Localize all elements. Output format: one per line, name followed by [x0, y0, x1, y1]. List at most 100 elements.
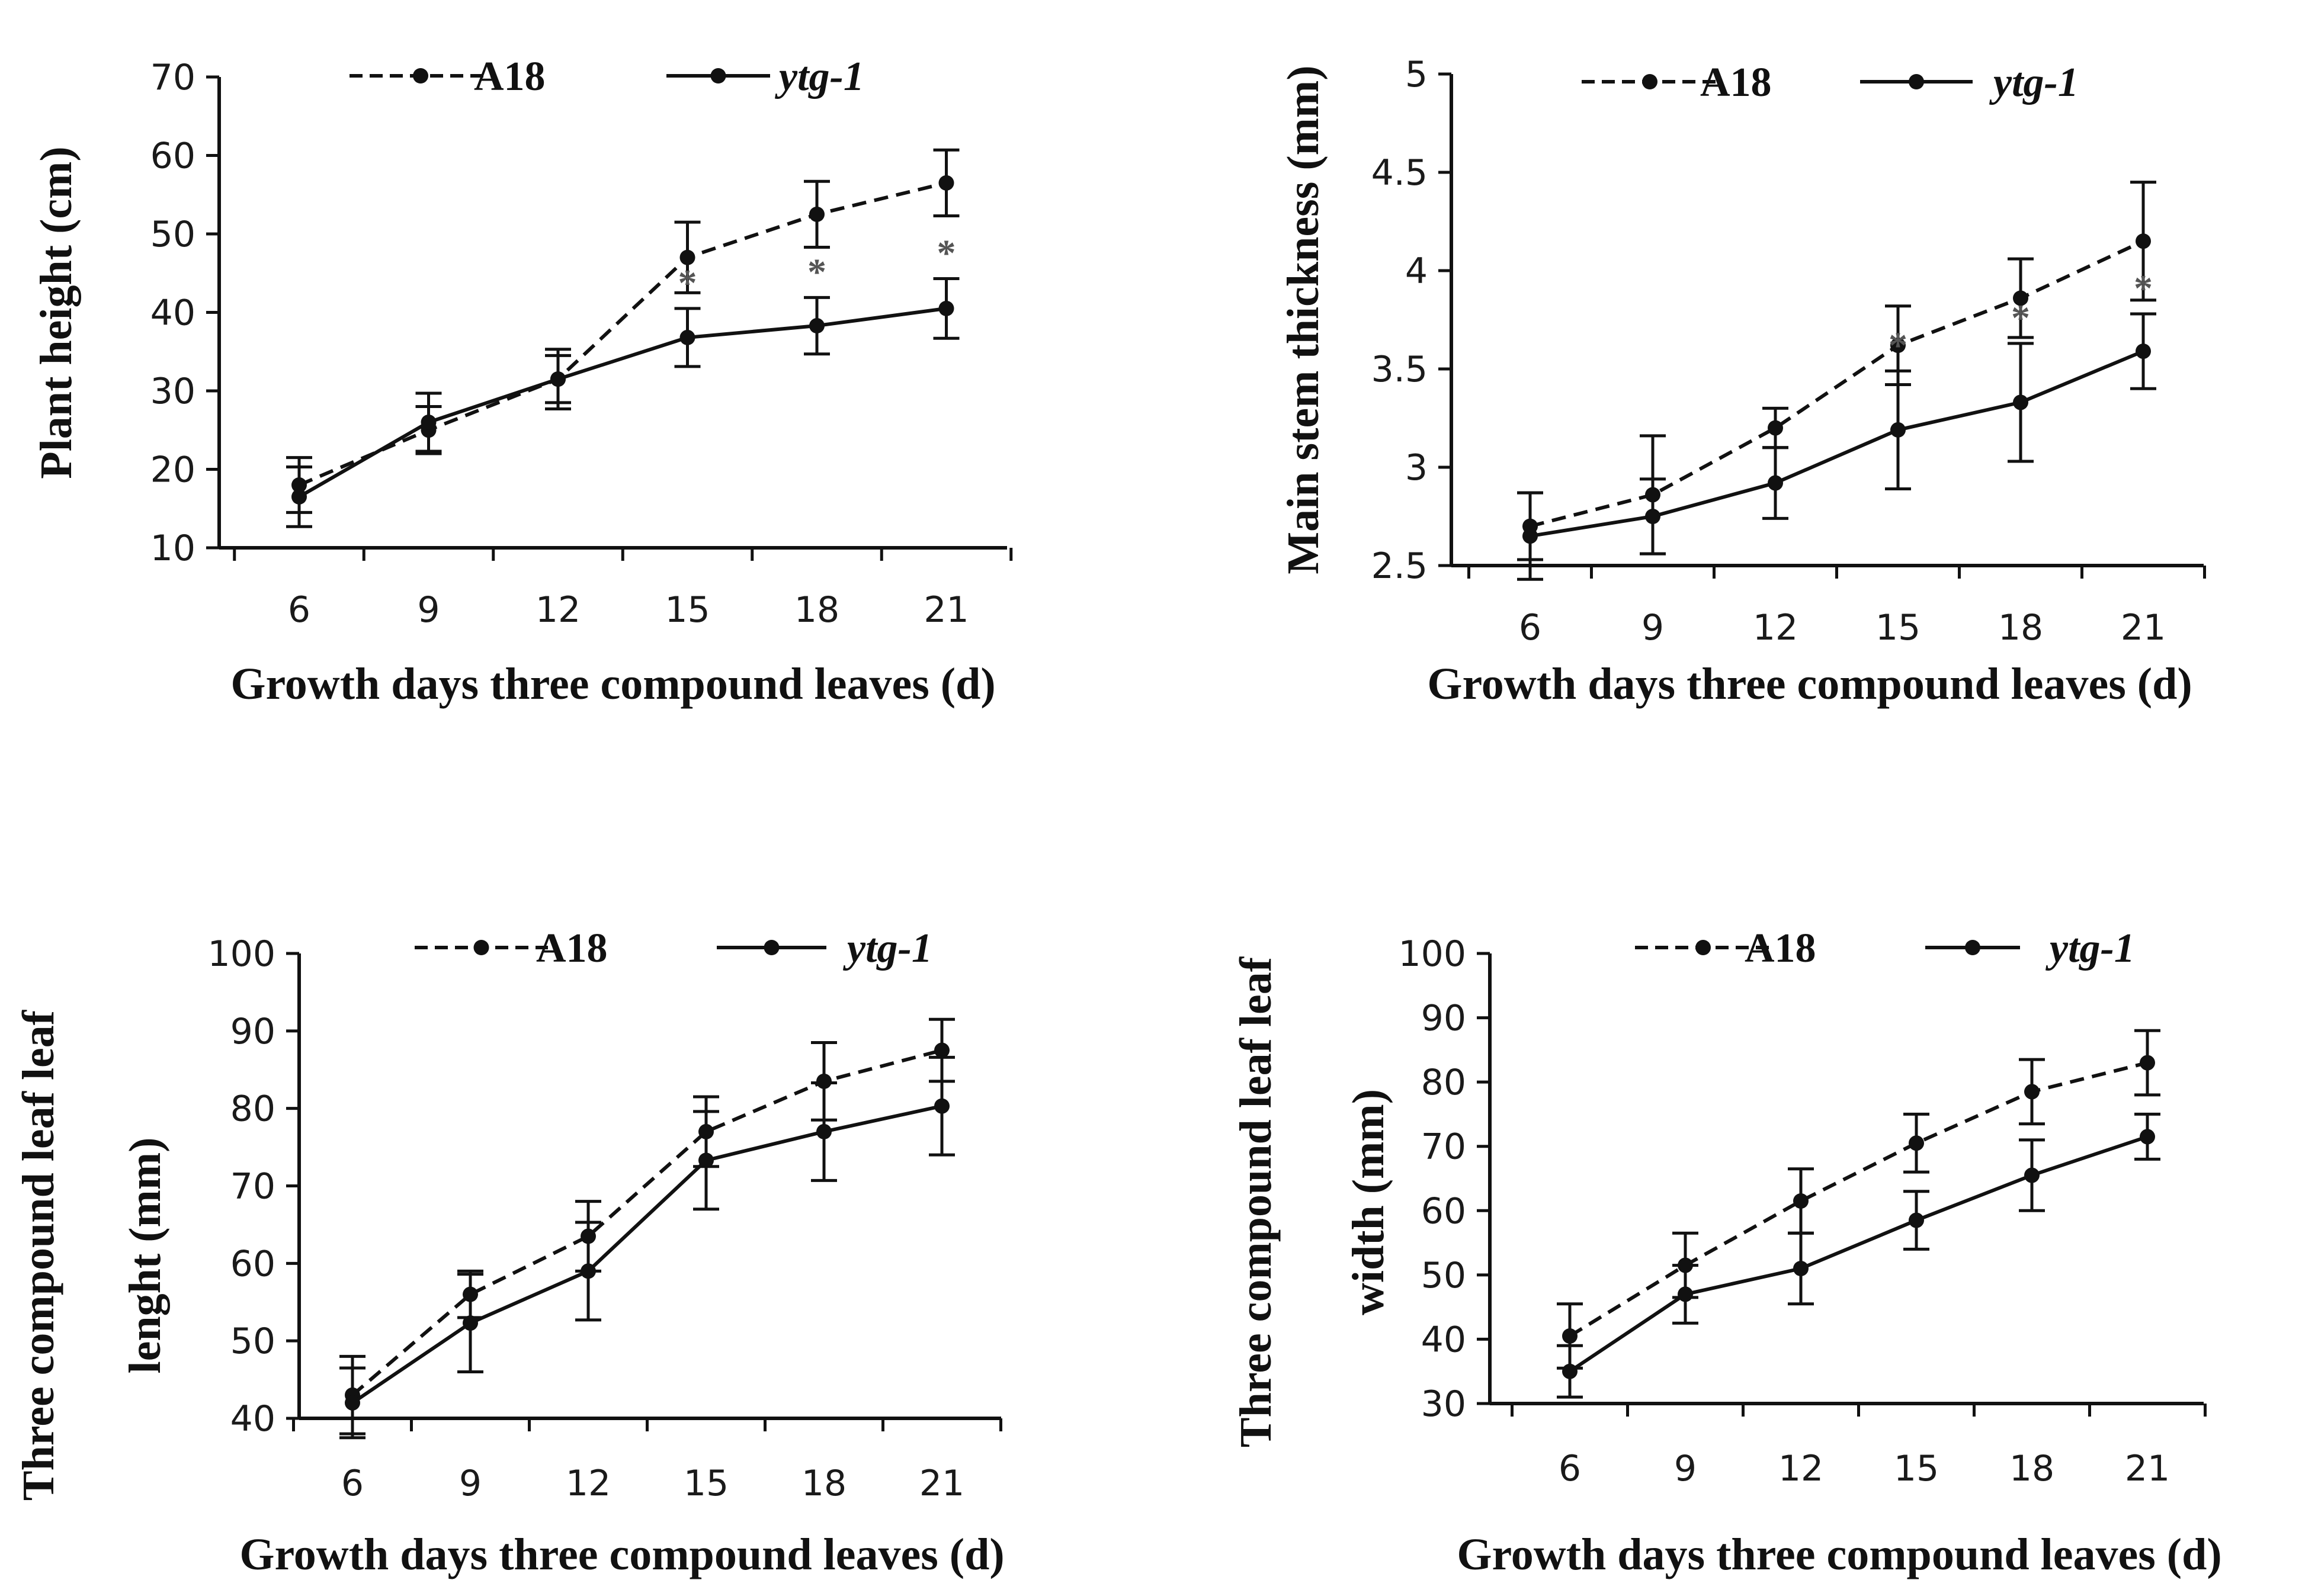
y-axis-title: Three compound leaf leaf — [14, 1009, 63, 1501]
y-tick-label: 60 — [230, 1243, 275, 1284]
y-tick-label: 30 — [1421, 1383, 1466, 1425]
series-ytg-1 — [339, 1055, 955, 1440]
series-line — [1530, 239, 2144, 528]
data-point — [1768, 475, 1783, 491]
x-tick-label: 9 — [459, 1463, 482, 1504]
y-tick-label: 4.5 — [1371, 152, 1428, 194]
data-point — [1562, 1328, 1578, 1344]
x-axis-title: Growth days three compound leaves (d) — [1457, 1530, 2221, 1579]
legend-label-ytg-1: ytg-1 — [2045, 926, 2135, 971]
x-tick-label: 12 — [536, 589, 581, 631]
x-tick-label: 15 — [665, 589, 710, 631]
x-tick-label: 18 — [1998, 607, 2043, 648]
y-tick-label: 100 — [207, 933, 275, 975]
legend-label-a18: A18 — [1745, 926, 1816, 971]
data-point — [1562, 1363, 1578, 1379]
y-tick-label: 4 — [1405, 251, 1428, 292]
y-tick-label: 30 — [150, 371, 195, 412]
legend-marker — [1909, 74, 1924, 89]
data-point — [1909, 1135, 1924, 1151]
data-point — [2136, 233, 2151, 249]
legend-label-a18: A18 — [474, 54, 546, 99]
data-point — [698, 1152, 714, 1168]
x-tick-label: 18 — [801, 1463, 847, 1504]
y-tick-label: 70 — [150, 57, 195, 98]
series-a18 — [339, 1017, 955, 1436]
data-point — [679, 329, 695, 345]
data-point — [1793, 1193, 1809, 1209]
x-tick-label: 6 — [1519, 607, 1541, 648]
data-point — [938, 175, 954, 191]
legend-marker — [1642, 74, 1657, 89]
y-axis-title: Three compound leaf leaf — [1231, 956, 1281, 1447]
x-tick-label: 21 — [2121, 607, 2166, 648]
x-tick-label: 6 — [288, 589, 310, 631]
y-tick-label: 2.5 — [1371, 545, 1428, 587]
data-point — [816, 1123, 832, 1139]
x-tick-label: 15 — [1875, 607, 1921, 648]
significance-mark: * — [678, 262, 697, 304]
data-point — [1909, 1212, 1924, 1228]
data-point — [2140, 1055, 2155, 1071]
x-tick-label: 15 — [684, 1463, 729, 1504]
series-ytg-1 — [1517, 312, 2156, 581]
y-axis-title: Plant height (cm) — [31, 146, 81, 479]
y-tick-label: 100 — [1398, 933, 1466, 975]
data-point — [934, 1098, 950, 1114]
y-tick-label: 5 — [1405, 54, 1428, 95]
y-tick-label: 10 — [150, 528, 195, 569]
y-axis-title: width (mm) — [1344, 1089, 1393, 1315]
x-tick-label: 21 — [924, 589, 969, 631]
y-tick-label: 60 — [1421, 1190, 1466, 1232]
x-tick-label: 21 — [919, 1463, 964, 1504]
data-point — [463, 1315, 478, 1331]
data-point — [2136, 343, 2151, 359]
y-tick-label: 3 — [1405, 447, 1428, 489]
legend-marker — [710, 68, 726, 84]
data-point — [809, 318, 825, 334]
series-line — [1569, 1135, 2148, 1373]
y-axis-title: lenght (mm) — [120, 1138, 170, 1374]
legend-marker — [413, 68, 428, 84]
data-point — [934, 1042, 950, 1058]
series-ytg-1 — [286, 277, 960, 528]
data-point — [1890, 338, 1906, 354]
x-axis-title: Growth days three compound leaves (d) — [230, 659, 995, 709]
legend-label-ytg-1: ytg-1 — [843, 926, 932, 971]
x-tick-label: 9 — [417, 589, 440, 631]
data-point — [291, 489, 307, 505]
data-point — [581, 1263, 596, 1279]
series-a18 — [286, 148, 960, 514]
y-tick-label: 80 — [230, 1088, 275, 1130]
series-line — [1569, 1061, 2148, 1338]
x-tick-label: 18 — [2009, 1448, 2054, 1489]
legend: A18 ytg-1 — [415, 926, 932, 971]
series-line — [351, 1104, 942, 1405]
y-tick-label: 3.5 — [1371, 349, 1428, 390]
chart-panel-length: 40 50 60 70 80 90 100 6 9 12 15 18 21 Growth days thr… — [14, 926, 1005, 1579]
data-point — [679, 249, 695, 265]
data-point — [938, 300, 954, 316]
x-tick-label: 12 — [566, 1463, 611, 1504]
y-tick-label: 90 — [230, 1011, 275, 1052]
data-point — [1678, 1286, 1693, 1302]
x-tick-label: 15 — [1894, 1448, 1939, 1489]
x-tick-label: 12 — [1753, 607, 1798, 648]
series-line — [1530, 349, 2144, 538]
data-point — [550, 371, 566, 387]
data-point — [2013, 394, 2028, 410]
significance-mark: * — [2011, 297, 2030, 339]
legend: A18 ytg-1 — [1582, 60, 2079, 105]
legend-marker — [1965, 940, 1980, 955]
x-tick-label: 9 — [1641, 607, 1664, 648]
y-tick-label: 50 — [1421, 1255, 1466, 1296]
legend-label-ytg-1: ytg-1 — [1989, 60, 2079, 105]
data-point — [1793, 1261, 1809, 1276]
y-tick-label: 70 — [230, 1166, 275, 1208]
y-tick-label: 90 — [1421, 998, 1466, 1039]
chart-panel-stem: 2.5 3 3.5 4 4.5 5 6 9 12 15 18 21 Growth days three … — [1278, 54, 2206, 709]
y-tick-label: 60 — [150, 136, 195, 177]
legend-label-ytg-1: ytg-1 — [775, 54, 864, 99]
data-point — [1645, 509, 1660, 524]
data-point — [2024, 1084, 2040, 1100]
